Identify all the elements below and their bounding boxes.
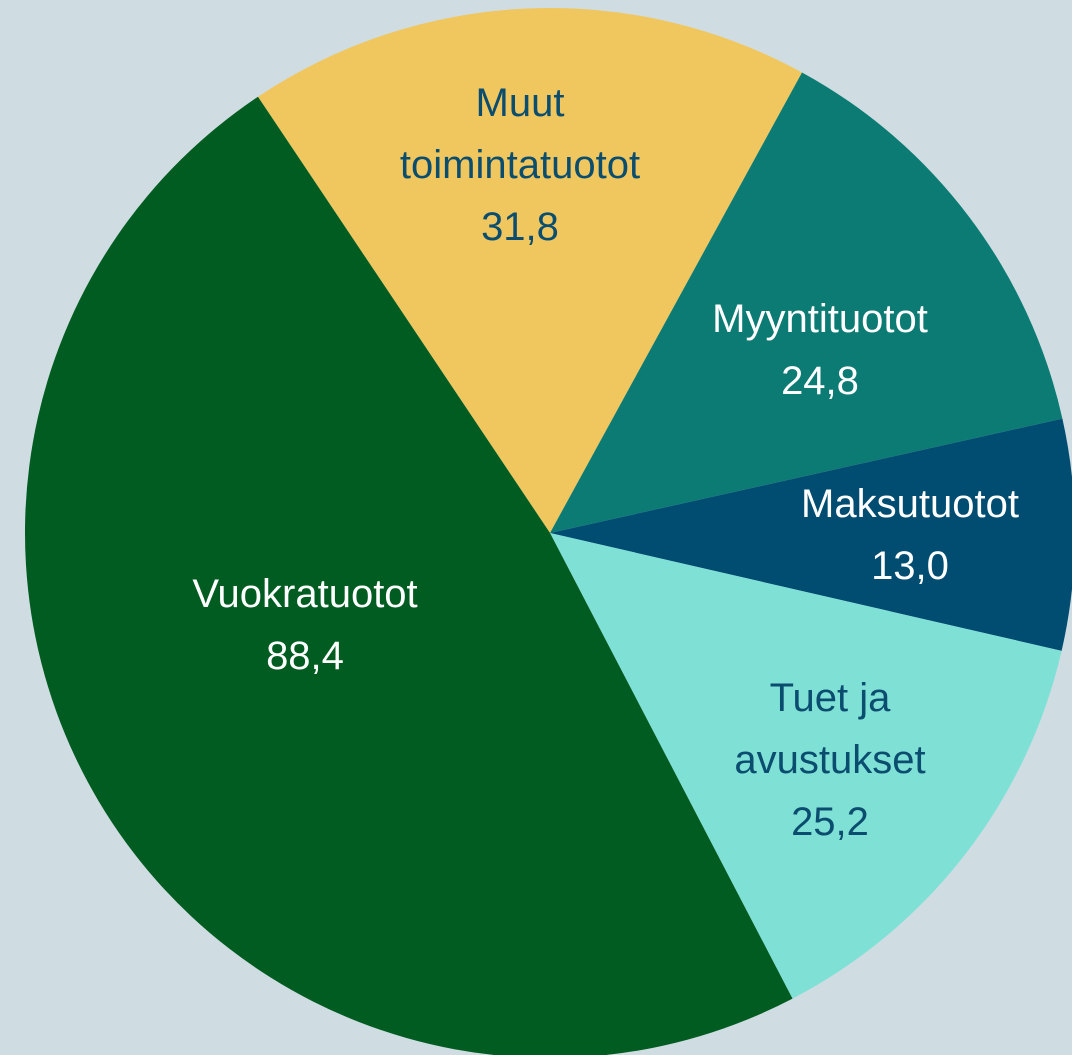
slice-label: Myyntituotot 24,8 [650, 288, 990, 412]
value-label: 24,8 [781, 359, 859, 403]
pie-slice [550, 72, 1063, 534]
category-label: Tuet ja avustukset [734, 676, 926, 782]
category-label: Maksutuotot [801, 482, 1019, 526]
category-label: Muut toimintatuotot [399, 81, 641, 187]
pie-slice [257, 7, 803, 533]
slice-label: Maksutuotot 13,0 [740, 473, 1072, 597]
pie-slice [25, 96, 793, 1055]
slice-label: Tuet ja avustukset 25,2 [700, 667, 960, 853]
pie-slice [550, 533, 1062, 999]
pie-slice [550, 418, 1072, 651]
value-label: 13,0 [871, 544, 949, 588]
category-label: Vuokratuotot [192, 572, 418, 616]
slice-label: Muut toimintatuotot 31,8 [350, 72, 690, 258]
value-label: 88,4 [266, 634, 344, 678]
value-label: 31,8 [481, 205, 559, 249]
slice-label: Vuokratuotot 88,4 [135, 563, 475, 687]
value-label: 25,2 [791, 800, 869, 844]
category-label: Myyntituotot [712, 297, 928, 341]
